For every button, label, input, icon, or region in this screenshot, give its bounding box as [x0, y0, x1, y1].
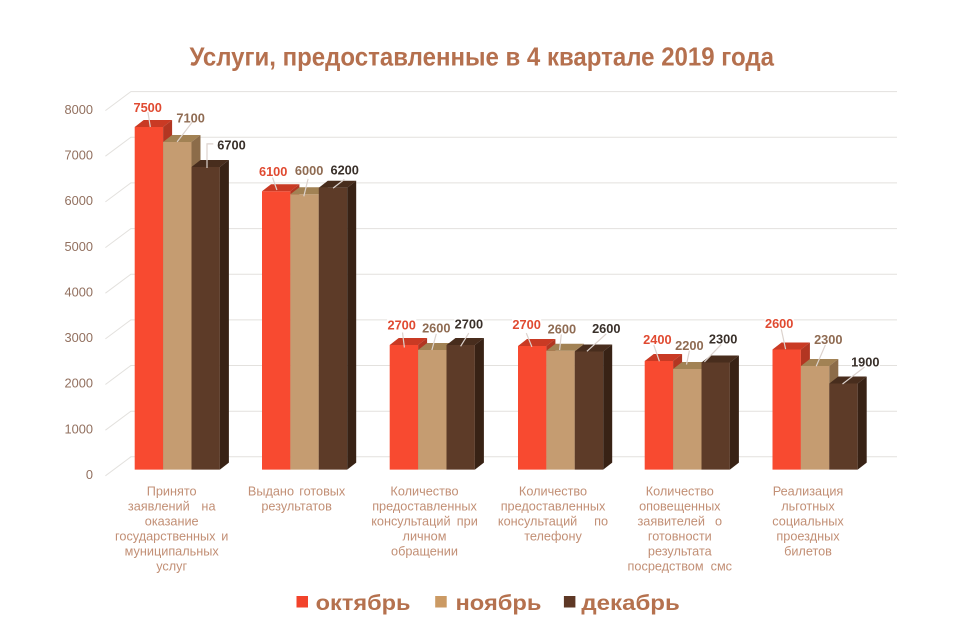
svg-text:2600: 2600 [765, 316, 793, 331]
svg-text:2600: 2600 [592, 321, 620, 336]
svg-text:6000: 6000 [295, 163, 323, 178]
svg-text:2700: 2700 [387, 317, 415, 332]
svg-text:8000: 8000 [65, 102, 93, 117]
svg-text:2300: 2300 [814, 332, 842, 347]
svg-text:7100: 7100 [176, 111, 204, 126]
svg-text:5000: 5000 [65, 239, 93, 254]
svg-text:октябрь: октябрь [316, 592, 411, 615]
svg-text:2000: 2000 [65, 376, 93, 391]
svg-text:1000: 1000 [65, 421, 93, 436]
svg-text:ноябрь: ноябрь [456, 592, 542, 615]
svg-text:2400: 2400 [643, 332, 671, 347]
svg-text:7500: 7500 [133, 100, 161, 115]
svg-text:2700: 2700 [512, 317, 540, 332]
svg-text:7000: 7000 [65, 147, 93, 162]
svg-text:декабрь: декабрь [581, 592, 679, 615]
svg-text:3000: 3000 [65, 330, 93, 345]
svg-text:2700: 2700 [455, 317, 483, 332]
svg-text:2600: 2600 [548, 322, 576, 337]
svg-text:6700: 6700 [217, 138, 245, 153]
svg-text:2600: 2600 [422, 320, 450, 335]
svg-text:6200: 6200 [330, 163, 358, 178]
svg-text:2300: 2300 [709, 331, 737, 346]
svg-text:0: 0 [86, 467, 93, 482]
svg-text:6000: 6000 [65, 193, 93, 208]
svg-text:6100: 6100 [259, 164, 287, 179]
svg-text:4000: 4000 [65, 284, 93, 299]
svg-text:1900: 1900 [851, 355, 879, 370]
svg-text:Услуги, предоставленные в 4 кв: Услуги, предоставленные в 4 квартале 201… [189, 42, 774, 72]
svg-text:2200: 2200 [675, 338, 703, 353]
